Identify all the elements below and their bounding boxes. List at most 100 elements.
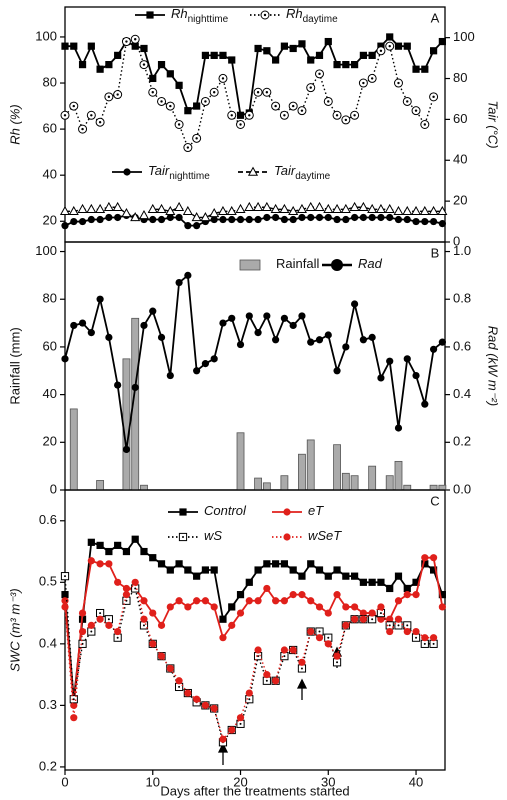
legend-sub: nighttime [188,14,229,25]
point-marker [219,51,227,59]
point-marker [263,584,271,593]
point-marker [140,547,148,556]
point-marker [359,578,367,586]
marker-dot [182,536,184,538]
point-marker [235,203,246,214]
marker-dot [64,575,66,578]
bar [438,484,447,491]
point-marker [384,203,395,214]
point-marker [193,695,201,703]
legend-label: Control [204,503,247,518]
point-marker [105,60,113,69]
point-marker [77,203,88,214]
y2-tick-label: 60 [453,111,467,126]
marker-dot [318,630,321,633]
point-marker [272,560,280,568]
y2-tick-label: 0.4 [453,386,471,401]
point-marker [87,329,95,337]
point-marker [307,597,315,605]
point-marker [324,640,332,648]
point-marker [377,213,385,222]
point-marker [359,615,367,623]
point-marker [421,554,429,562]
bar [403,484,412,491]
point-marker [166,664,174,673]
series-line [65,35,444,117]
point-marker [263,47,271,55]
bar [236,432,245,491]
point-marker [70,217,78,226]
point-marker [175,597,183,605]
point-marker [149,307,157,315]
legend-marker [283,508,291,516]
point-marker [289,591,297,599]
point-marker [254,215,262,224]
point-marker [175,677,183,685]
arrow-head [296,678,308,689]
point-marker [175,81,183,89]
legend-name: eT [308,503,324,518]
legend-name: Rad [358,256,383,271]
point-marker [412,217,420,226]
point-marker [403,42,411,50]
point-marker [210,51,218,59]
point-marker [289,646,297,654]
bar [280,475,289,491]
point-marker [157,652,166,660]
point-marker [78,609,87,617]
y-tick-label: 0.4 [39,635,57,650]
point-marker [280,560,288,568]
bar [298,453,306,491]
point-marker [96,541,104,549]
point-marker [166,213,174,222]
point-marker [324,37,332,46]
point-marker [394,597,403,605]
point-marker [377,374,385,382]
y2-tick-label: 100 [453,29,475,44]
y-tick-label: 60 [43,338,57,353]
point-marker [236,591,245,599]
point-marker [131,578,139,586]
legend-name: Rainfall [276,256,319,271]
marker-dot [406,624,409,627]
point-marker [359,336,367,344]
point-marker [403,584,411,593]
bar [140,484,148,491]
y2-tick-label: 1.0 [453,243,471,258]
point-marker [217,205,229,216]
legend-name: Control [204,503,247,518]
marker-dot [90,114,93,117]
point-marker [280,597,288,605]
marker-dot [142,624,145,627]
marker-dot [397,624,400,627]
point-marker [410,205,422,216]
point-marker [95,203,106,214]
marker-dot [283,114,286,117]
bar [385,475,394,491]
y2-tick-label: 0 [453,233,460,248]
bar [429,484,438,491]
y2-tick-label: 20 [453,193,467,208]
point-marker [166,70,174,78]
marker-dot [90,630,93,633]
point-marker [421,217,429,226]
point-marker [324,572,332,580]
point-marker [87,621,95,629]
point-marker [219,319,227,327]
point-marker [324,609,332,617]
marker-dot [388,624,391,627]
bar [306,439,315,491]
point-marker [437,205,448,216]
point-marker [289,215,297,224]
point-marker [419,205,430,216]
legend-swatch [239,259,261,271]
point-marker [228,215,236,224]
x-tick-label: 30 [321,774,335,789]
y-tick-label: 20 [43,434,57,449]
point-marker [393,205,404,216]
x-axis-label: Days after the treatments started [160,783,349,798]
marker-dot [265,679,268,682]
point-marker [386,584,394,593]
point-marker [386,627,394,636]
point-marker [289,321,297,330]
